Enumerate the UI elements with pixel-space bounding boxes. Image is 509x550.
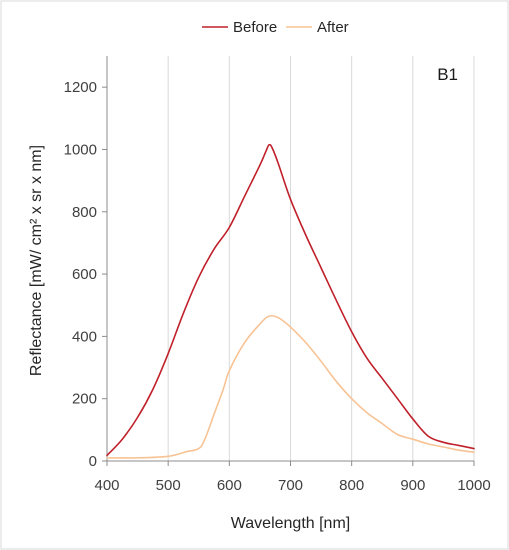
- y-axis-title: Reflectance [mW/ cm² x sr x nm]: [28, 145, 45, 376]
- x-axis-title: Wavelength [nm]: [231, 515, 350, 532]
- y-tick-label-600: 600: [72, 266, 97, 283]
- legend-label-after: After: [317, 19, 349, 36]
- y-tick-label-400: 400: [72, 328, 97, 345]
- x-tick-label-1000: 1000: [457, 477, 490, 494]
- legend: Before After: [202, 19, 349, 36]
- grid-lines: [167, 56, 475, 461]
- y-tick-label-1000: 1000: [64, 141, 97, 158]
- series-line-after: [106, 314, 475, 459]
- panel-label: B1: [437, 65, 458, 84]
- series-lines: [106, 143, 475, 459]
- y-tick-label-800: 800: [72, 204, 97, 221]
- y-tick-label-1200: 1200: [64, 79, 97, 96]
- x-tick-label-500: 500: [156, 477, 181, 494]
- y-tick-label-0: 0: [89, 453, 97, 470]
- legend-label-before: Before: [233, 19, 277, 36]
- y-tick-label-200: 200: [72, 391, 97, 408]
- x-tick-label-600: 600: [217, 477, 242, 494]
- series-line-before: [106, 143, 475, 457]
- tick-labels: 0 200 400 600 800 1000 1200 400 500 600 700 800 900 1…: [64, 79, 491, 494]
- x-tick-label-700: 700: [278, 477, 303, 494]
- x-tick-label-400: 400: [94, 477, 119, 494]
- x-tick-label-900: 900: [400, 477, 425, 494]
- x-tick-label-800: 800: [339, 477, 364, 494]
